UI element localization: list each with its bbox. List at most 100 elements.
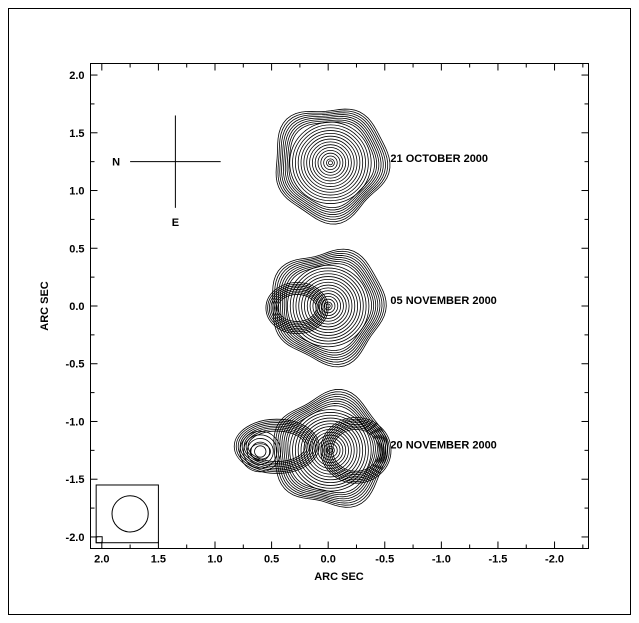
contour-ring bbox=[309, 141, 352, 185]
y-tick-label: 1.5 bbox=[69, 128, 84, 140]
contour-ring bbox=[301, 278, 356, 333]
contour-ring bbox=[297, 417, 364, 484]
contour-line bbox=[281, 114, 384, 218]
contour-line bbox=[322, 418, 390, 482]
contour-ring bbox=[317, 149, 344, 176]
contour-ring bbox=[312, 290, 344, 322]
contour-ring bbox=[315, 293, 342, 319]
contour-line bbox=[285, 263, 372, 351]
contour-ring bbox=[292, 412, 369, 489]
epoch-contours bbox=[233, 389, 392, 508]
x-tick-label: 1.5 bbox=[151, 554, 166, 566]
contour-ring bbox=[287, 264, 370, 348]
contour-ring bbox=[317, 437, 344, 464]
x-tick-label: -1.5 bbox=[488, 554, 507, 566]
contour-ring bbox=[304, 281, 353, 331]
axis-ticks bbox=[90, 63, 589, 549]
contour-line bbox=[280, 257, 379, 358]
contour-line bbox=[278, 255, 381, 361]
x-tick-labels: 2.0 1.5 1.0 0.5 0.0 -0.5 -1.0 -1.5 -2.0 bbox=[94, 554, 564, 566]
contour-line bbox=[284, 117, 380, 213]
y-axis-label: ARC SEC bbox=[39, 281, 51, 331]
secondary-contour bbox=[250, 441, 271, 462]
compass-north-label: N bbox=[112, 157, 120, 169]
contour-line bbox=[275, 391, 386, 506]
epoch-label: 20 NOVEMBER 2000 bbox=[390, 440, 496, 452]
contour-ring bbox=[303, 423, 358, 478]
contour-ring bbox=[326, 158, 335, 168]
x-tick-label: 2.0 bbox=[94, 554, 109, 566]
epoch-label: 05 NOVEMBER 2000 bbox=[390, 295, 496, 307]
y-tick-label: 1.0 bbox=[69, 186, 84, 198]
contour-ring bbox=[292, 270, 364, 342]
contour-line bbox=[287, 405, 374, 494]
contour-line bbox=[323, 420, 389, 481]
contour-line bbox=[276, 252, 383, 363]
contour-line bbox=[233, 418, 320, 474]
contour-line bbox=[273, 389, 388, 508]
contour-ring bbox=[318, 295, 339, 317]
contour-ring bbox=[323, 443, 338, 458]
compass-cross: NE bbox=[112, 115, 221, 229]
beam-box bbox=[95, 484, 159, 544]
contour-ring bbox=[314, 434, 347, 467]
contour-ring bbox=[326, 445, 335, 455]
contour-ring bbox=[311, 144, 349, 182]
contour-ring bbox=[303, 135, 358, 190]
contour-line bbox=[239, 423, 314, 469]
contour-ring bbox=[289, 267, 367, 345]
contour-line bbox=[241, 425, 312, 468]
x-tick-label: 1.0 bbox=[207, 554, 222, 566]
contour-ring bbox=[320, 152, 341, 173]
y-tick-label: 2.0 bbox=[69, 70, 84, 82]
contour-line bbox=[243, 427, 310, 466]
x-tick-label: 0.0 bbox=[321, 554, 336, 566]
contour-ring bbox=[320, 440, 341, 461]
contour-line bbox=[330, 427, 382, 474]
contour-ring bbox=[320, 298, 336, 314]
epoch-contours bbox=[275, 108, 391, 225]
outer-frame bbox=[8, 8, 631, 615]
beam-corner-mark bbox=[95, 536, 103, 544]
x-axis-label: ARC SEC bbox=[314, 571, 364, 583]
contour-line bbox=[283, 116, 382, 215]
secondary-contour bbox=[243, 434, 278, 469]
contour-ring bbox=[311, 431, 349, 469]
secondary-peak bbox=[249, 443, 271, 460]
contour-line bbox=[275, 292, 319, 324]
contour-line bbox=[283, 400, 378, 498]
contour-line bbox=[283, 261, 375, 354]
contour-line bbox=[277, 393, 384, 504]
beam-ellipse bbox=[111, 495, 149, 533]
contour-line bbox=[328, 425, 383, 476]
y-tick-label: -1.0 bbox=[66, 416, 85, 428]
y-tick-label: 0.5 bbox=[69, 243, 84, 255]
contour-peak bbox=[325, 303, 331, 309]
contour-line bbox=[285, 403, 376, 496]
secondary-contour bbox=[254, 445, 267, 458]
contour-line bbox=[235, 420, 318, 473]
y-tick-label: -0.5 bbox=[66, 359, 85, 371]
y-tick-label: -2.0 bbox=[66, 532, 85, 544]
contour-line bbox=[275, 108, 391, 225]
secondary-contour bbox=[239, 430, 282, 473]
contour-line bbox=[332, 429, 380, 472]
contour-line bbox=[288, 121, 375, 209]
x-tick-label: -2.0 bbox=[545, 554, 564, 566]
contour-line bbox=[277, 294, 317, 322]
contour-line bbox=[325, 422, 387, 479]
beam-box-frame bbox=[95, 484, 159, 544]
contour-ring bbox=[306, 138, 355, 187]
y-tick-label: 0.0 bbox=[69, 301, 84, 313]
contour-ring bbox=[297, 130, 364, 196]
contour-ring bbox=[289, 121, 372, 204]
contour-line bbox=[320, 417, 392, 484]
contour-ring bbox=[314, 147, 347, 179]
contour-ring bbox=[300, 420, 361, 481]
contour-groups bbox=[233, 108, 392, 508]
contour-line bbox=[286, 119, 378, 211]
contour-ring bbox=[292, 124, 369, 202]
compass-east-label: E bbox=[172, 217, 179, 229]
y-tick-labels: 2.0 1.5 1.0 0.5 0.0 -0.5 -1.0 -1.5 -2.0 bbox=[66, 70, 85, 544]
